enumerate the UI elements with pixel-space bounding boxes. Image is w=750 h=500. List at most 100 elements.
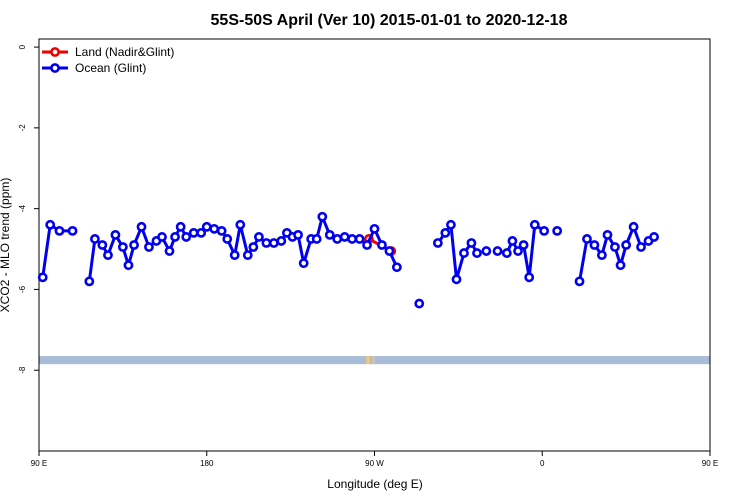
x-axis-label: Longitude (deg E) <box>327 477 422 491</box>
data-point <box>254 232 264 242</box>
data-point <box>67 225 78 236</box>
data-point <box>518 240 529 250</box>
data-point <box>248 242 259 252</box>
data-point <box>451 274 462 285</box>
data-point <box>97 240 108 250</box>
data-point <box>170 232 180 242</box>
data-point <box>201 221 212 232</box>
data-point <box>459 248 469 258</box>
data-point <box>298 258 309 269</box>
data-point <box>324 230 335 240</box>
data-point <box>136 221 147 232</box>
data-point <box>339 232 350 242</box>
data-point <box>582 234 592 244</box>
data-point <box>354 234 365 244</box>
data-point <box>574 276 585 287</box>
data-point <box>539 225 550 236</box>
data-point <box>628 221 639 232</box>
data-point <box>235 219 246 230</box>
y-tick-label: 0 <box>18 44 27 49</box>
data-point <box>242 250 253 260</box>
data-point <box>311 234 322 244</box>
data-point <box>446 219 456 230</box>
data-point <box>229 250 240 260</box>
data-point <box>513 246 523 256</box>
chart-title: 55S-50S April (Ver 10) 2015-01-01 to 202… <box>211 12 568 29</box>
data-point <box>610 242 620 252</box>
data-point <box>621 240 632 250</box>
data-point <box>222 234 233 244</box>
data-point <box>268 238 279 248</box>
data-point <box>501 248 512 258</box>
legend: Land (Nadir&Glint) Ocean (Glint) <box>42 45 174 75</box>
plot-frame <box>38 38 711 452</box>
data-point <box>529 219 540 230</box>
data-point <box>432 238 443 248</box>
x-tick-label: 180 <box>200 459 214 468</box>
data-point <box>103 250 113 260</box>
data-point <box>196 227 207 238</box>
data-point <box>317 211 328 222</box>
data-point <box>90 234 100 244</box>
data-point <box>492 246 503 256</box>
legend-marker <box>50 47 60 57</box>
x-tick-label: 90 E <box>702 459 718 468</box>
data-point <box>391 262 402 273</box>
data-point <box>524 272 535 283</box>
data-point <box>181 232 192 242</box>
land-mark <box>366 356 370 365</box>
data-point <box>466 238 477 248</box>
legend-entry: Ocean (Glint) <box>75 61 146 75</box>
legend-entry: Land (Nadir&Glint) <box>75 45 174 59</box>
data-point <box>261 238 272 248</box>
data-point <box>377 240 387 250</box>
data-point <box>216 225 227 236</box>
data-point <box>293 230 303 240</box>
data-point <box>188 227 199 238</box>
data-point <box>414 298 425 309</box>
data-point <box>332 234 343 244</box>
data-point <box>54 225 65 236</box>
data-point <box>45 219 56 230</box>
y-axis-label: XCO2 - MLO trend (ppm) <box>0 178 12 313</box>
data-point <box>552 225 563 236</box>
data-point <box>472 248 482 258</box>
data-point <box>175 221 186 232</box>
data-point <box>144 242 154 252</box>
legend-marker <box>50 63 60 73</box>
data-point <box>157 232 167 242</box>
data-point <box>362 240 372 250</box>
data-point <box>123 260 134 271</box>
data-point <box>589 240 600 250</box>
data-point <box>507 236 518 246</box>
series-line <box>578 225 655 282</box>
land-mark <box>372 356 375 365</box>
data-point <box>481 246 492 256</box>
y-tick-label: -4 <box>18 205 27 213</box>
data-point <box>347 234 358 244</box>
data-point <box>602 230 613 240</box>
y-tick-label: -2 <box>18 124 27 132</box>
x-tick-label: 90 W <box>365 459 384 468</box>
data-point <box>129 240 139 250</box>
data-point <box>164 246 175 256</box>
data-point <box>636 242 646 252</box>
y-tick-label: -6 <box>18 285 27 293</box>
data-point <box>440 227 451 238</box>
x-tick-label: 0 <box>540 459 545 468</box>
data-point <box>596 250 607 260</box>
x-tick-label: 90 E <box>31 459 47 468</box>
data-point <box>649 232 659 242</box>
data-point <box>37 272 48 283</box>
data-point <box>84 276 95 287</box>
data-point <box>615 260 626 271</box>
data-point <box>276 236 287 246</box>
data-point <box>369 223 380 234</box>
series-line <box>41 223 73 278</box>
data-point <box>384 246 395 256</box>
data-point <box>117 242 128 252</box>
data-point <box>110 230 121 240</box>
data-point <box>209 223 220 234</box>
plot-area: 90 E 180 90 W 0 90 E 0 -2 -4 -6 -8 <box>18 38 718 468</box>
